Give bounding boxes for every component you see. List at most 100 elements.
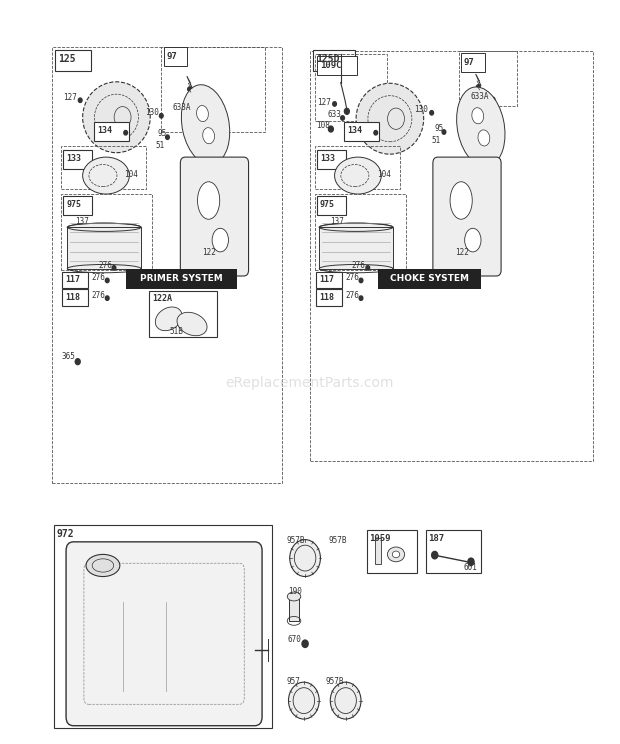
Ellipse shape [287,592,301,601]
Circle shape [344,109,349,115]
Ellipse shape [388,547,405,562]
Circle shape [75,359,80,365]
Text: 137: 137 [75,217,89,226]
Text: 633A: 633A [471,92,489,100]
Text: 125: 125 [58,54,76,64]
Ellipse shape [212,228,228,252]
Ellipse shape [86,554,120,577]
Circle shape [432,551,438,559]
Ellipse shape [450,182,472,219]
Bar [52,47,282,483]
Text: 122: 122 [455,248,469,257]
Circle shape [359,296,363,301]
Circle shape [159,114,163,118]
Text: 276: 276 [345,274,360,283]
Circle shape [188,87,192,92]
Text: 975: 975 [320,200,335,209]
Text: 118: 118 [319,293,334,302]
FancyBboxPatch shape [66,542,262,725]
Bar [313,50,355,71]
Text: 134: 134 [347,126,362,135]
Circle shape [105,296,109,301]
Text: 109C: 109C [320,61,342,70]
Ellipse shape [356,83,423,154]
Ellipse shape [290,539,321,577]
Bar [63,272,88,288]
Circle shape [366,266,370,270]
Text: 957B: 957B [326,676,344,686]
Circle shape [302,640,308,647]
Circle shape [166,135,169,139]
Bar [461,53,484,72]
Bar [149,291,216,336]
Circle shape [105,278,109,283]
Text: 95: 95 [434,124,443,132]
Ellipse shape [82,157,130,194]
Bar [366,530,417,573]
Text: 633: 633 [327,110,341,119]
Text: 122: 122 [203,248,216,257]
Ellipse shape [319,223,393,231]
Ellipse shape [478,130,490,146]
Text: 957B: 957B [329,536,347,545]
Circle shape [491,97,495,102]
Text: 190: 190 [288,586,303,595]
Bar [61,194,152,270]
Bar [315,54,388,121]
Text: 957B: 957B [286,536,305,545]
Text: 365: 365 [61,352,75,361]
Ellipse shape [203,128,215,144]
Ellipse shape [335,157,381,194]
Bar [344,123,379,141]
Ellipse shape [392,551,400,558]
Text: 957: 957 [286,676,301,686]
Text: 97: 97 [166,52,177,61]
Bar [316,289,342,306]
Ellipse shape [68,223,141,231]
Bar [161,47,265,132]
Ellipse shape [464,228,481,252]
Circle shape [112,266,116,270]
Text: 133: 133 [66,154,81,163]
Text: 95: 95 [157,129,167,138]
Text: 276: 276 [98,261,112,270]
Circle shape [187,109,190,114]
Text: 127: 127 [317,97,331,106]
Text: 633A: 633A [173,103,192,112]
Bar [63,196,92,215]
Circle shape [333,102,337,106]
Bar [68,227,141,269]
Text: 104: 104 [377,170,391,179]
Bar [317,196,346,215]
Ellipse shape [472,108,484,124]
Bar [164,47,187,66]
Text: 276: 276 [92,274,106,283]
Ellipse shape [456,87,505,167]
Bar [54,525,272,728]
Text: 276: 276 [345,291,360,300]
Ellipse shape [182,85,230,164]
Bar [126,269,237,289]
Bar [61,146,146,189]
Text: 137: 137 [330,217,343,226]
Circle shape [468,558,474,565]
FancyBboxPatch shape [180,157,249,276]
Text: 133: 133 [320,154,335,163]
Text: 130: 130 [145,108,159,117]
Bar [317,56,356,75]
Bar [317,150,346,169]
Text: 187: 187 [428,533,445,542]
Text: 1059: 1059 [370,533,391,542]
Bar [459,51,517,106]
Bar [316,272,342,288]
Text: 276: 276 [351,261,365,270]
Bar [289,597,299,620]
Ellipse shape [197,106,208,121]
Bar [319,227,393,269]
Bar [374,538,381,564]
Text: 276: 276 [92,291,106,300]
Circle shape [341,116,344,121]
Text: 130: 130 [414,105,428,114]
Text: 51B: 51B [170,327,184,336]
Text: 125D: 125D [316,54,340,64]
